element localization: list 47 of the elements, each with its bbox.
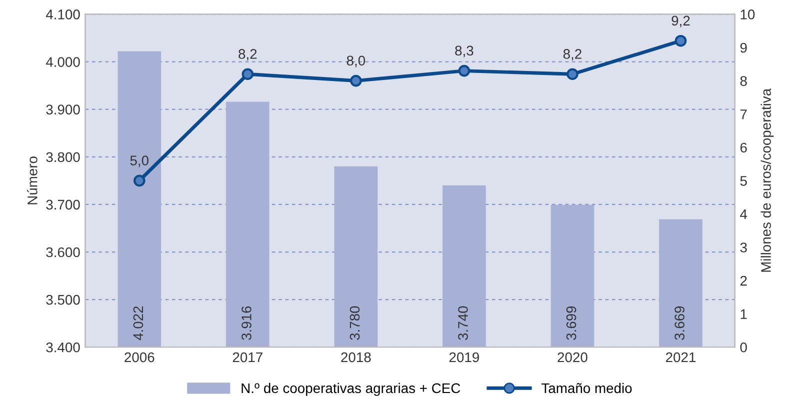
- x-tick-label: 2021: [666, 352, 696, 362]
- y2-tick-label: 2: [740, 276, 747, 286]
- point: [566, 68, 578, 80]
- y2-tick-label: 5: [740, 176, 747, 186]
- x-tick-label: 2019: [449, 352, 479, 362]
- y2-tick-label: 6: [740, 142, 747, 153]
- point: [458, 64, 470, 77]
- y2-tick-label: 9: [740, 42, 747, 53]
- data-label: 3.699: [566, 306, 576, 340]
- point: [350, 74, 362, 87]
- data-label: 3.740: [458, 306, 468, 340]
- data-label: 8,0: [346, 56, 366, 68]
- y-tick-label: 3.500: [46, 294, 80, 305]
- x-tick-label: 2006: [124, 352, 154, 362]
- y-tick-label: 4.100: [46, 10, 80, 20]
- data-label: 3.780: [350, 306, 360, 340]
- y-tick-label: 3.900: [46, 104, 80, 114]
- y-tick-label: 3.800: [46, 152, 80, 162]
- x-tick-label: 2017: [232, 352, 262, 362]
- y-tick-label: 3.600: [46, 247, 80, 258]
- y2-tick-label: 7: [740, 110, 747, 120]
- y-tick-label: 3.400: [46, 342, 80, 352]
- legend-label: N.º de cooperativas agrarias + CEC: [242, 382, 460, 396]
- legend-label: Tamaño medio: [542, 382, 632, 394]
- y2-tick-label: 8: [740, 76, 747, 86]
- data-label: 8,3: [455, 46, 474, 58]
- y2-tick-label: 4: [740, 209, 748, 219]
- point: [242, 68, 254, 80]
- data-label: 5,0: [130, 156, 149, 168]
- x-tick-label: 2018: [341, 352, 371, 362]
- data-label: 3.916: [242, 306, 252, 340]
- data-label: 8,2: [238, 49, 257, 61]
- x-tick-label: 2020: [558, 352, 588, 362]
- point: [674, 34, 687, 47]
- y-axis-title: Número: [26, 156, 38, 204]
- data-label: 8,2: [563, 49, 582, 61]
- data-label: 9,2: [672, 16, 690, 28]
- y2-tick-label: 0: [740, 342, 747, 352]
- point: [133, 174, 146, 187]
- y2-axis-title: Millones de euros/cooperativa: [760, 88, 774, 272]
- y2-tick-label: 10: [740, 10, 755, 20]
- data-label: 4.022: [133, 306, 144, 340]
- y-tick-label: 4.000: [46, 57, 80, 67]
- y2-tick-label: 1: [740, 309, 747, 319]
- data-label: 3.669: [674, 306, 684, 340]
- y-tick-label: 3.700: [46, 200, 80, 210]
- y2-tick-label: 3: [740, 242, 747, 252]
